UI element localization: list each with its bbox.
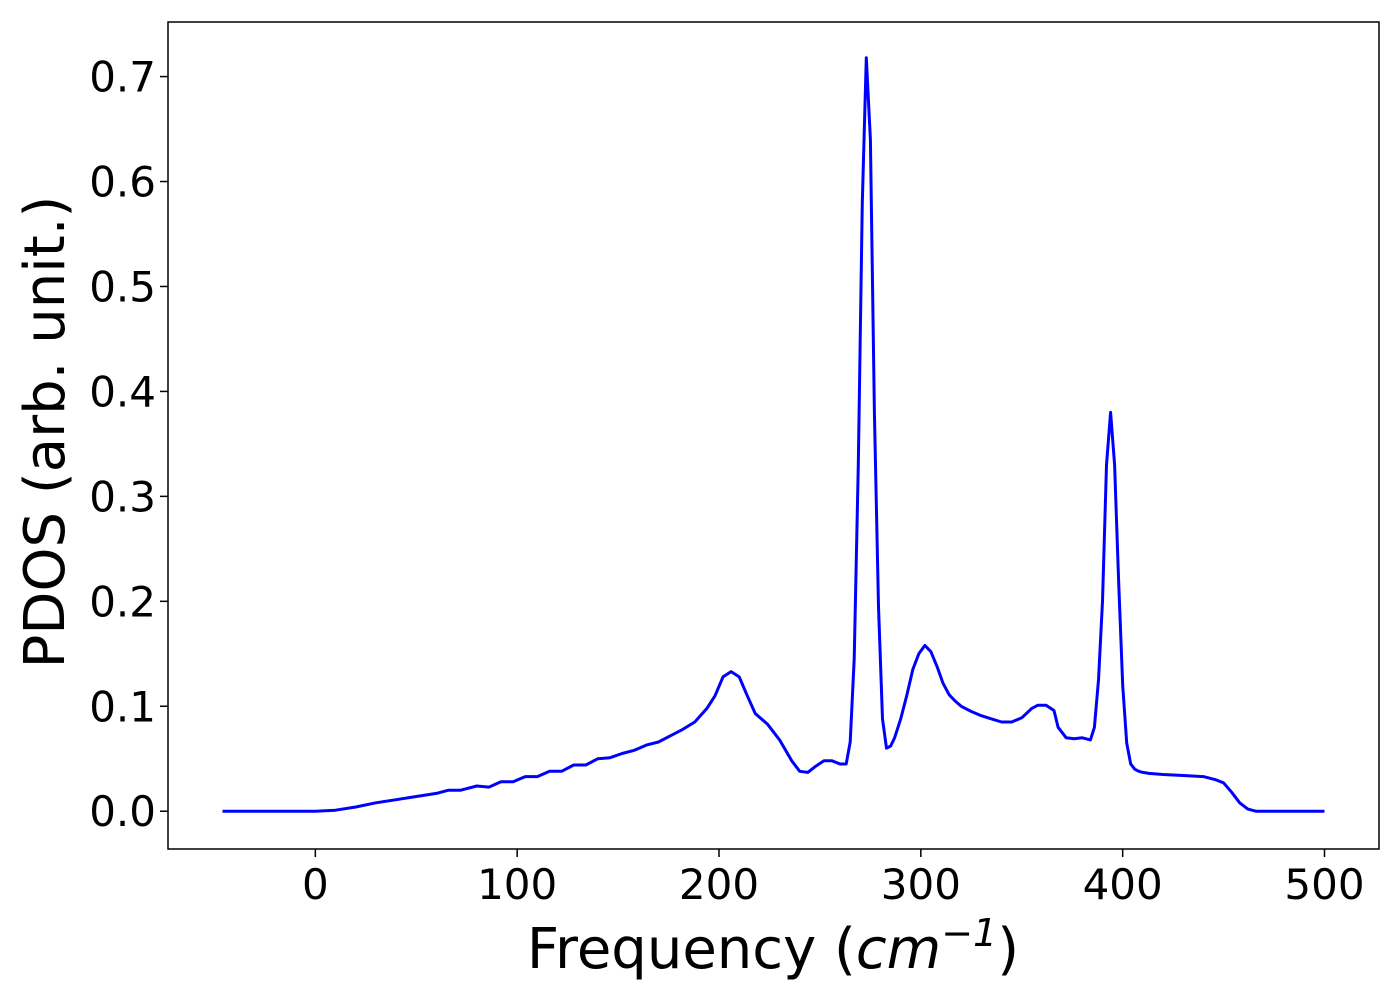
y-tick-label: 0.4: [89, 367, 156, 416]
x-tick-label: 300: [881, 860, 961, 909]
y-tick-label: 0.3: [89, 472, 156, 521]
y-tick-label: 0.1: [89, 682, 156, 731]
series-line-pdos: [222, 56, 1325, 813]
x-axis-title-exponent: −1: [941, 911, 997, 955]
y-tick-label: 0.0: [89, 787, 156, 836]
x-axis-title-close: ): [997, 917, 1019, 982]
x-axis-title-unit: cm: [856, 917, 941, 982]
y-tick-label: 0.7: [89, 53, 156, 102]
x-tick-label: 400: [1083, 860, 1163, 909]
y-axis-title: PDOS (arb. unit.): [13, 196, 78, 669]
x-tick-label: 100: [477, 860, 557, 909]
series-layer: [222, 56, 1325, 813]
x-tick-label: 500: [1284, 860, 1364, 909]
x-axis-title: Frequency (cm−1): [527, 911, 1019, 982]
y-tick-label: 0.2: [89, 577, 156, 626]
x-tick-label: 200: [679, 860, 759, 909]
x-tick-label: 0: [302, 860, 329, 909]
y-tick-label: 0.5: [89, 262, 156, 311]
y-axis-ticks: 0.0 0.1 0.2 0.3 0.4 0.5 0.6 0.7: [89, 53, 168, 836]
plot-background: [168, 22, 1379, 849]
plot-frame: [167, 21, 1380, 850]
x-axis-title-text: Frequency (: [527, 917, 856, 982]
y-tick-label: 0.6: [89, 158, 156, 207]
x-axis-ticks: 0 100 200 300 400 500: [302, 849, 1365, 909]
